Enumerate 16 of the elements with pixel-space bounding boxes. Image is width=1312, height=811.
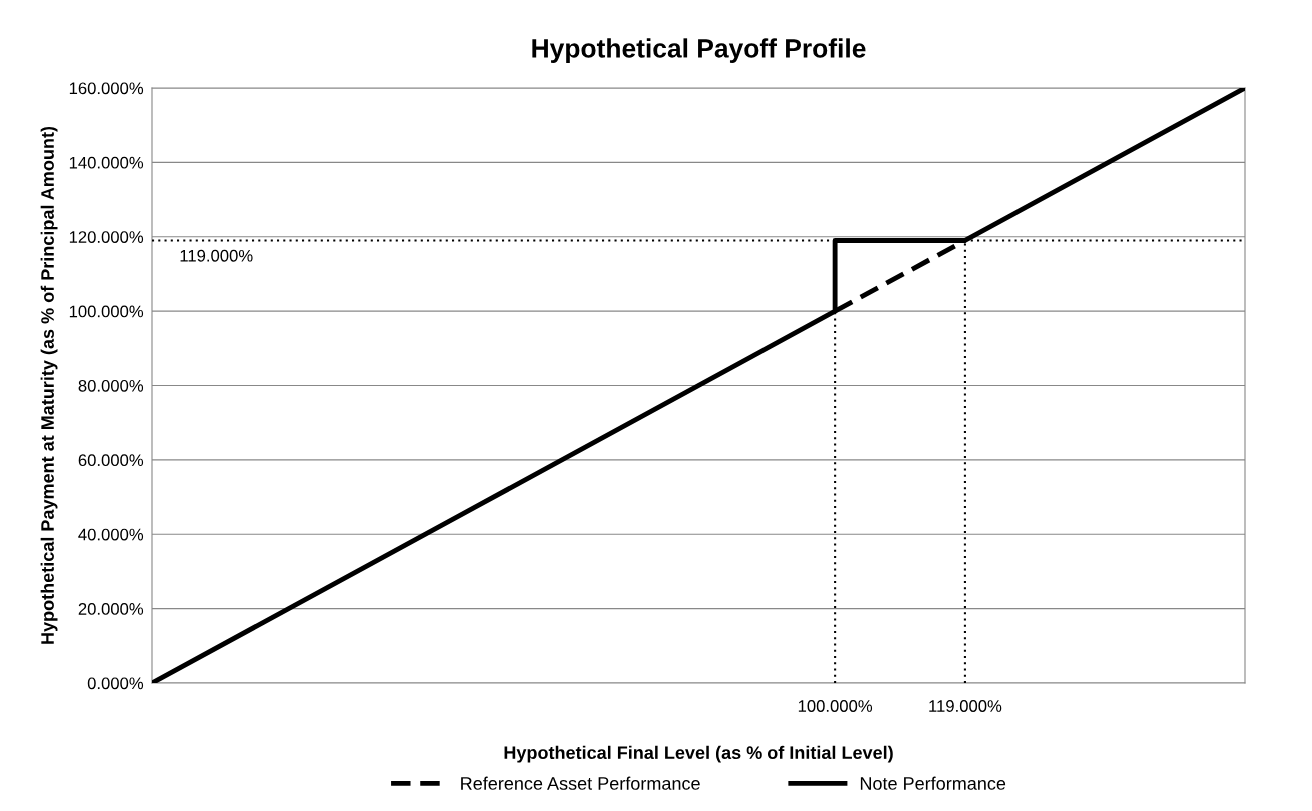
y-tick-label: 120.000% (69, 231, 144, 243)
legend-label: Reference Asset Performance (461, 776, 700, 790)
chart-title: Hypothetical Payoff Profile (532, 38, 866, 63)
y-tick-label: 40.000% (78, 528, 144, 541)
legend-label: Note Performance (860, 776, 1006, 790)
y-tick-label: 0.000% (87, 677, 144, 690)
y-tick-label: 80.000% (78, 379, 144, 392)
y-tick-label: 20.000% (78, 603, 144, 615)
ref-line-label: 119.000% (180, 249, 253, 262)
y-tick-label: 160.000% (69, 82, 144, 95)
y-axis-title: Hypothetical Payment at Maturity (as % of Principal Amount) (40, 126, 58, 644)
x-axis-title: Hypothetical Final Level (as % of Initial Level) (504, 745, 893, 763)
y-tick-label: 100.000% (69, 305, 144, 318)
y-tick-label: 140.000% (69, 156, 144, 169)
line-series (152, 88, 1245, 683)
y-tick-label: 60.000% (78, 454, 144, 467)
